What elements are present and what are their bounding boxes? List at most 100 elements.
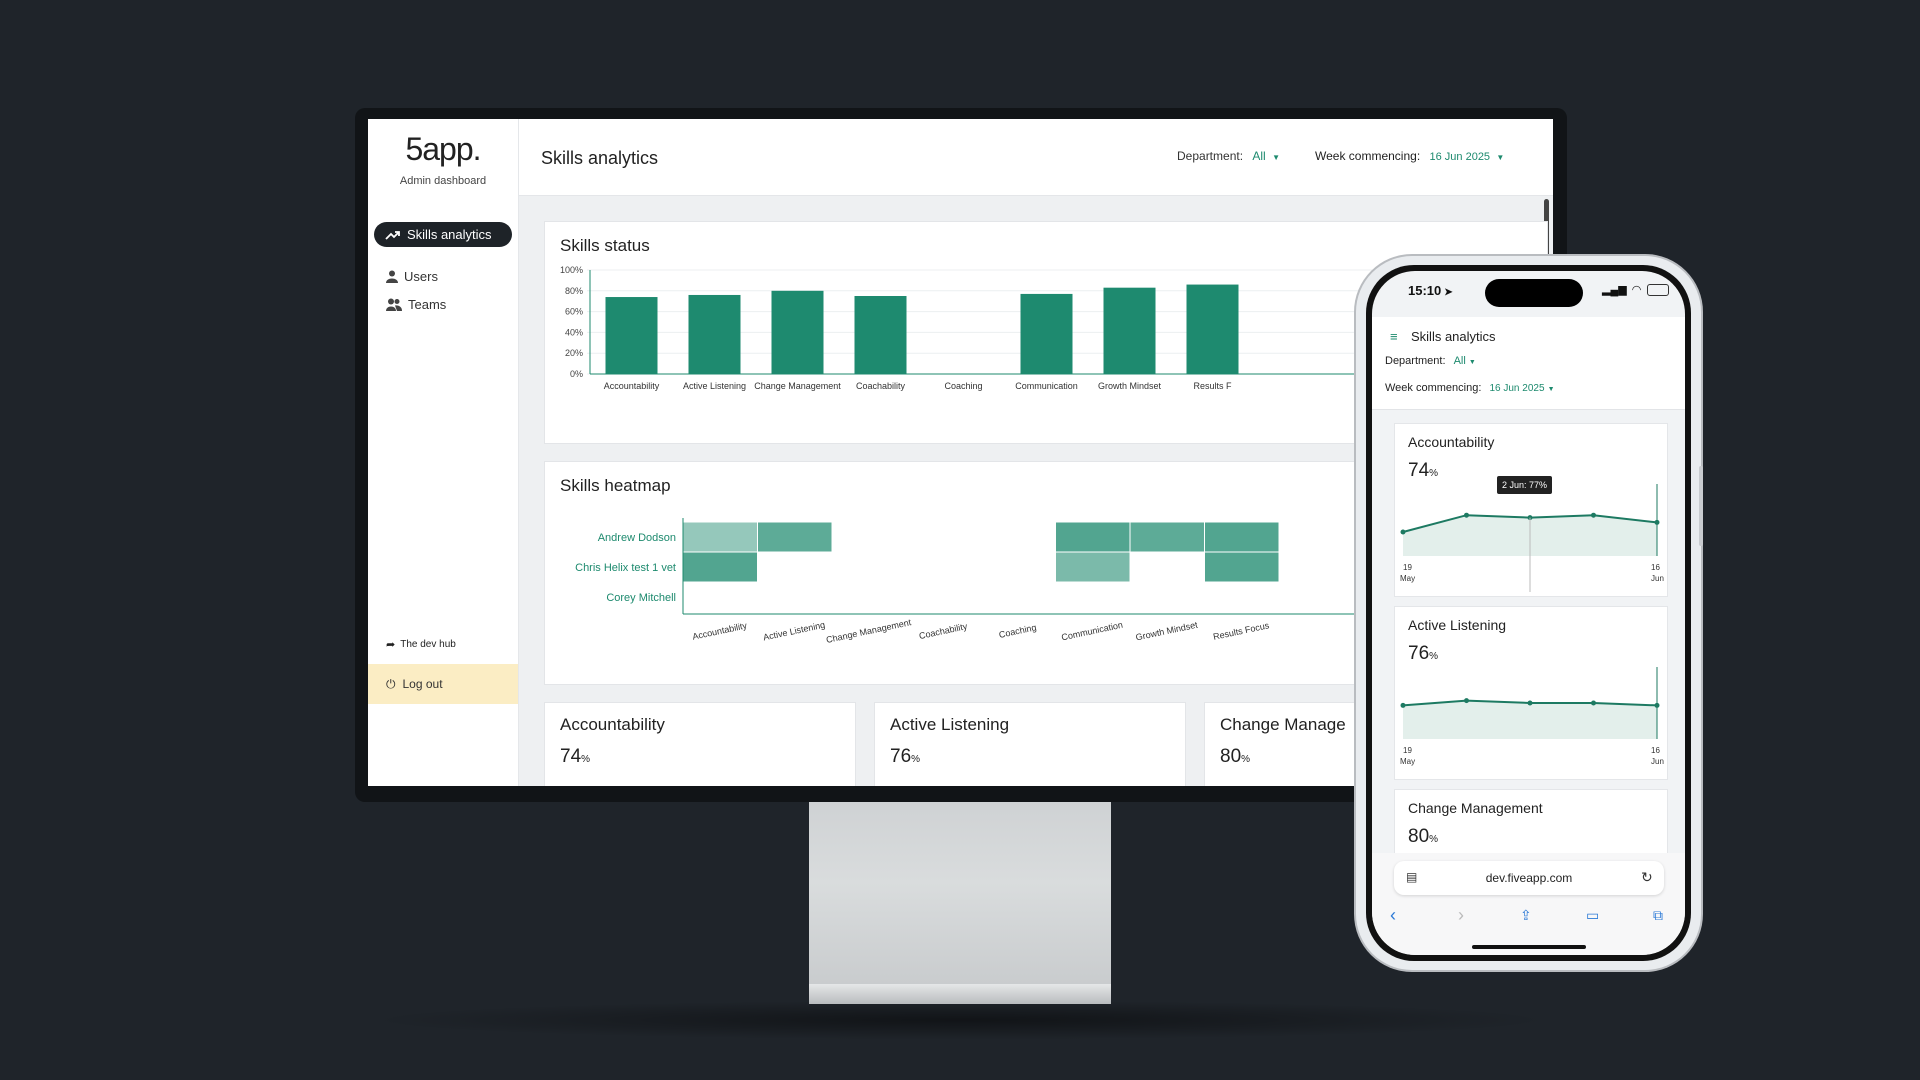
heatmap-cell[interactable] [682,551,758,583]
phone-trend-chart[interactable]: 19 May 16 Jun [1395,657,1667,777]
heatmap-cell[interactable] [1204,551,1280,583]
power-icon: ⏻ [386,676,396,691]
phone-week-filter[interactable]: Week commencing: 16 Jun 2025 ▼ [1385,382,1555,394]
dev-hub-link[interactable]: ➦ The dev hub [386,638,456,651]
chevron-down-icon: ▼ [1468,359,1476,366]
heatmap-cell[interactable] [1129,521,1205,553]
forward-icon[interactable]: › [1458,905,1464,925]
skills-heatmap-chart: Andrew Dodson Chris Helix test 1 vet Corey… [575,518,1545,645]
dev-hub-label: The dev hub [400,639,456,650]
heatmap-cell[interactable] [1055,551,1131,583]
browser-url: dev.fiveapp.com [1485,871,1573,885]
phone-skill-card-title: Active Listening [1408,617,1507,633]
x-end-month: Jun [1651,574,1664,583]
skill-card-value: 76% [890,746,921,767]
reader-icon[interactable]: ▤ [1406,870,1418,884]
skill-card-title: Active Listening [890,715,1010,734]
skill-card[interactable]: Active Listening 76% [874,702,1186,786]
heatmap-cell[interactable] [757,521,833,553]
monitor-shadow [360,1000,1560,1040]
sidebar-item-skills-analytics[interactable]: Skills analytics [374,222,512,247]
phone-trend-chart[interactable]: 19 May 16 Jun [1395,474,1667,594]
dynamic-island [1485,279,1583,307]
heatmap-cell[interactable] [1204,521,1280,553]
skills-status-chart: 100% 80% 60% 40% 20% 0% Accountability Active L… [560,265,1545,391]
bar[interactable] [854,296,907,374]
sidebar-item-label: Teams [408,297,447,312]
phone-skill-card[interactable]: Active Listening 76% 19 May 16 Jun [1394,606,1668,780]
phone-skill-card[interactable]: Accountability 74% 19 May 16 Jun 2 Jun: 77% [1394,423,1668,597]
trend-point[interactable] [1527,700,1533,706]
reload-icon[interactable]: ↻ [1641,869,1653,885]
trend-point[interactable] [1400,702,1406,708]
monitor-stand [809,802,1111,1004]
heatmap-column-label: Change Management [825,617,912,645]
heatmap-column-label: Active Listening [762,620,826,643]
phone-department-filter[interactable]: Department: All ▼ [1385,355,1476,367]
trend-point[interactable] [1400,529,1406,535]
bar[interactable] [1186,284,1239,374]
trend-area [1403,700,1657,739]
back-icon[interactable]: ‹ [1390,905,1396,925]
skill-card-title: Accountability [560,715,665,734]
skills-heatmap-title: Skills heatmap [560,476,671,495]
trend-point[interactable] [1591,700,1596,706]
week-label: Week commencing: [1385,382,1482,394]
phone-page-title: Skills analytics [1411,329,1496,344]
trend-point[interactable] [1527,515,1533,521]
x-tick-label: Growth Mindset [1098,381,1162,391]
share-icon[interactable]: ⇪ [1520,907,1532,923]
menu-icon[interactable]: ≡ [1390,329,1398,344]
heatmap-row-label[interactable]: Corey Mitchell [606,592,676,604]
sidebar-item-users[interactable]: Users [386,269,438,284]
phone-skill-card-title: Accountability [1408,434,1495,450]
sidebar: 5app. Admin dashboard Skills analytics U… [368,119,519,786]
bar[interactable] [1103,287,1156,374]
trend-point[interactable] [1591,512,1596,518]
y-tick-label: 60% [565,307,583,317]
bar[interactable] [1020,293,1073,374]
department-label: Department: [1177,149,1244,163]
app-logo[interactable]: 5app. [405,131,481,167]
x-start-day: 19 [1403,746,1412,755]
skill-card-value: 74% [560,746,591,767]
y-tick-label: 80% [565,286,583,296]
bar[interactable] [771,290,824,374]
department-filter[interactable]: Department: All ▼ [1177,149,1280,163]
heatmap-row-label[interactable]: Chris Helix test 1 vet [575,562,676,574]
bar[interactable] [605,297,658,374]
heatmap-cell[interactable] [1055,521,1131,553]
logout-button[interactable]: ⏻ Log out [368,664,518,704]
heatmap-column-label: Accountability [691,620,748,641]
phone-frame: 15:10 ➤ ▂▄▆ ◠ ≡ Skills analytics Departme… [1356,256,1703,970]
phone-skill-card-value: 76% [1408,643,1439,664]
heatmap-row-label[interactable]: Andrew Dodson [598,532,676,544]
heatmap-cell[interactable] [682,521,758,553]
heatmap-column-label: Coaching [998,622,1037,640]
wifi-icon: ◠ [1631,284,1642,296]
y-tick-label: 20% [565,348,583,358]
y-tick-label: 0% [570,369,583,379]
trend-point[interactable] [1464,512,1469,518]
phone-skill-card-value: 74% [1408,460,1439,481]
app-subtitle: Admin dashboard [399,175,487,187]
skill-card[interactable]: Accountability 74% [544,702,856,786]
bar[interactable] [688,294,741,374]
browser-address-bar[interactable]: ▤ dev.fiveapp.com ↻ [1394,861,1664,895]
heatmap-column-label: Communication [1061,620,1124,643]
bookmarks-icon[interactable]: ▭ [1586,907,1600,923]
heatmap-column-label: Results Focus [1212,620,1270,642]
x-tick-label: Results F [1193,381,1232,391]
skill-card-value: 80% [1220,746,1251,767]
status-time: 15:10 ➤ [1408,283,1453,298]
trend-point[interactable] [1464,698,1469,704]
share-arrow-icon: ➦ [386,639,396,651]
tabs-icon[interactable]: ⧉ [1653,907,1663,923]
x-end-day: 16 [1651,563,1660,572]
phone-skill-card-title: Change Management [1408,800,1543,816]
week-filter[interactable]: Week commencing: 16 Jun 2025 ▼ [1315,149,1504,163]
sidebar-item-teams[interactable]: Teams [386,297,446,312]
x-end-month: Jun [1651,757,1664,766]
week-label: Week commencing: [1315,149,1421,163]
x-tick-label: Change Management [754,381,841,391]
